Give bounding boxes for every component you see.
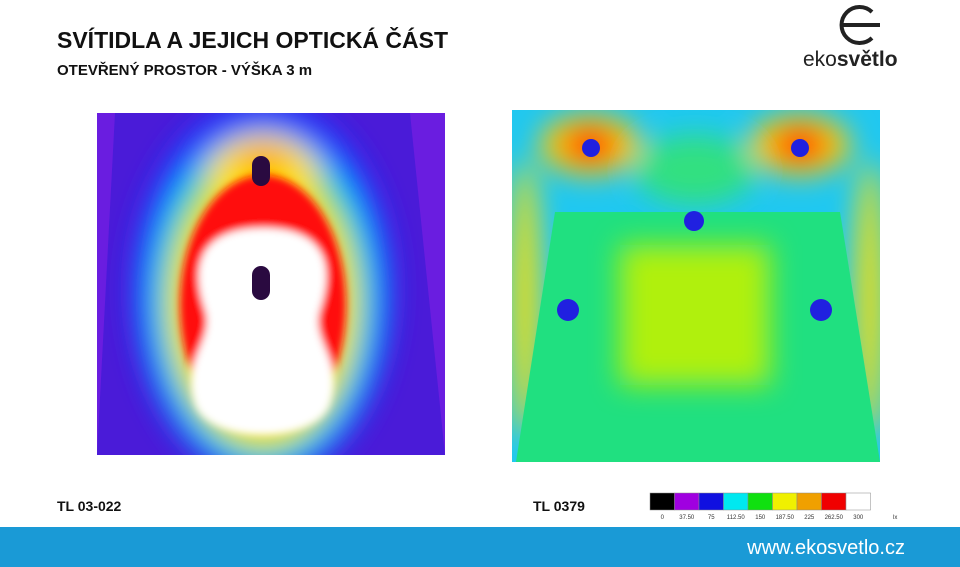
legend-label: 262.50 — [825, 515, 844, 521]
legend-swatch — [747, 492, 773, 511]
legend-swatch — [845, 492, 871, 511]
legend-label: 225 — [804, 515, 815, 521]
legend-swatch — [674, 492, 700, 511]
footer-bar — [0, 527, 960, 567]
legend-swatch — [796, 492, 822, 511]
panel-label: TL 03-022 — [57, 498, 122, 514]
legend-label: 75 — [708, 515, 715, 521]
legend-swatch — [649, 492, 675, 511]
legend-label: 300 — [853, 515, 864, 521]
legend-swatch — [772, 492, 798, 511]
heatmap-left — [97, 113, 445, 455]
legend-label: 112.50 — [727, 515, 746, 521]
footer-url: www.ekosvetlo.cz — [746, 537, 905, 559]
legend-label: 187.50 — [776, 515, 795, 521]
legend-unit: lx — [893, 515, 897, 521]
legend: 0 37.50 75 112.50 150 187.50 225 262.50 300 lx — [649, 492, 897, 521]
heatmap-right — [512, 110, 880, 462]
logo-text: ekosvětlo — [803, 48, 898, 71]
legend-swatch — [821, 492, 847, 511]
subtitle: OTEVŘENÝ PROSTOR - VÝŠKA 3 m — [57, 61, 312, 79]
logo: ekosvětlo — [803, 5, 898, 71]
legend-label: 0 — [661, 515, 665, 521]
title: SVÍTIDLA A JEJICH OPTICKÁ ČÁST — [57, 26, 448, 53]
panel-label: TL 0379 — [533, 498, 585, 514]
legend-label: 37.50 — [679, 515, 695, 521]
legend-swatch — [723, 492, 749, 511]
legend-swatch — [698, 492, 724, 511]
legend-label: 150 — [755, 515, 766, 521]
